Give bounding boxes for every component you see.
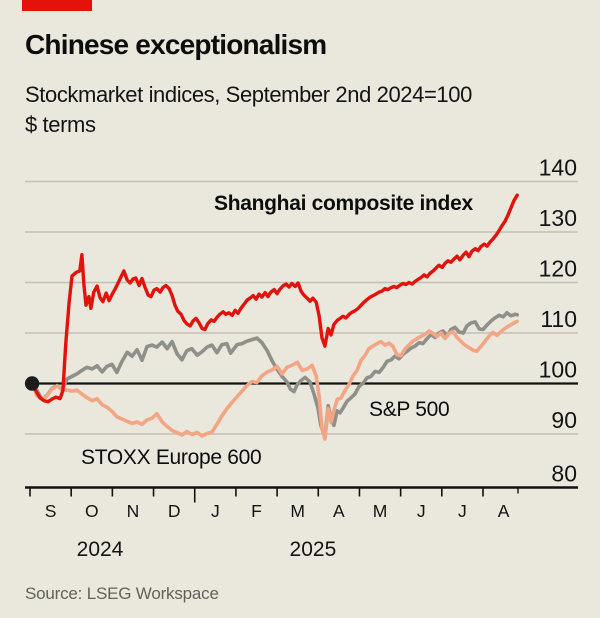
y-axis-label-120: 120 (539, 256, 577, 282)
chart-unit-label: $ terms (25, 112, 96, 137)
x-axis-month-4: J (211, 501, 220, 521)
x-axis-month-8: M (373, 501, 388, 521)
x-axis-month-2: N (127, 501, 140, 521)
x-axis-month-6: M (290, 501, 305, 521)
source-note: Source: LSEG Workspace (25, 584, 219, 603)
x-axis-month-5: F (251, 501, 262, 521)
x-axis-month-11: A (498, 501, 510, 521)
series-label-shanghai-composite: Shanghai composite index (214, 192, 473, 215)
y-axis-label-130: 130 (539, 205, 577, 231)
x-axis-month-10: J (458, 501, 467, 521)
x-axis-month-9: J (417, 501, 426, 521)
baseline-start-dot (24, 376, 40, 391)
y-axis-label-90: 90 (551, 407, 577, 433)
x-axis-year-2024: 2024 (77, 538, 124, 561)
y-axis-label-80: 80 (551, 461, 577, 487)
chart-title: Chinese exceptionalism (25, 29, 327, 60)
x-axis-month-3: D (168, 501, 181, 521)
y-axis-label-100: 100 (539, 357, 577, 383)
x-axis-month-7: A (333, 501, 345, 521)
brand-tag (22, 0, 92, 11)
line-stoxx-europe-600 (30, 319, 520, 441)
line-s-p-500 (30, 310, 520, 439)
chart-subtitle: Stockmarket indices, September 2nd 2024=… (25, 82, 472, 107)
x-axis-year-2025: 2025 (290, 538, 337, 561)
series-label-sp500: S&P 500 (369, 398, 450, 421)
line-shanghai-composite-index (30, 193, 519, 404)
y-axis-label-140: 140 (539, 155, 577, 181)
x-axis-month-1: O (85, 501, 99, 521)
y-axis-label-110: 110 (540, 306, 577, 332)
series-label-stoxx-europe-600: STOXX Europe 600 (81, 446, 262, 469)
x-axis-month-0: S (45, 501, 57, 521)
